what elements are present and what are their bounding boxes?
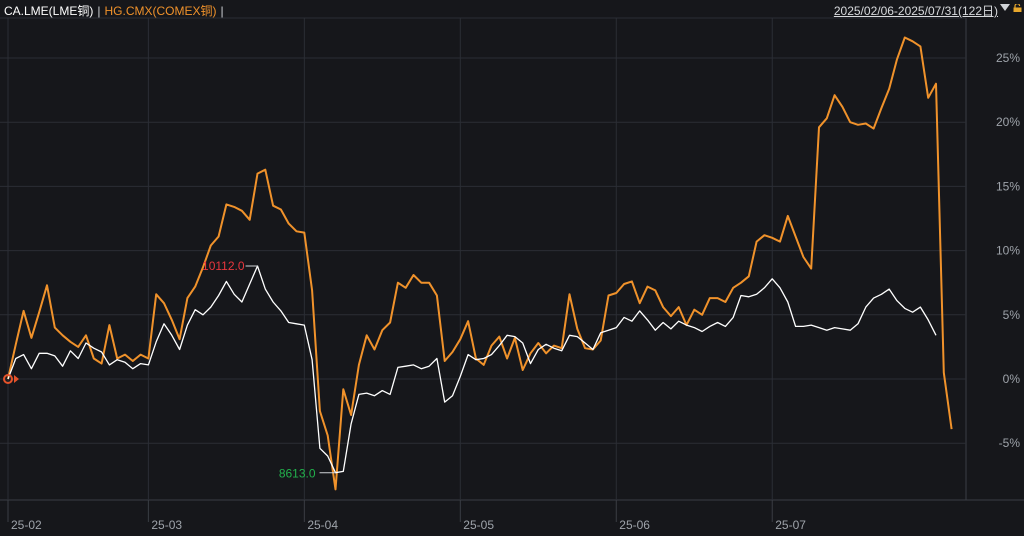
legend-separator: | xyxy=(97,4,101,18)
y-tick-label: 5% xyxy=(1003,308,1021,322)
chart-header: CA.LME(LME铜) | HG.CMX(COMEX铜) | 2025/02/06-… xyxy=(0,0,1024,18)
x-tick-label: 25-04 xyxy=(307,518,338,532)
legend-separator-end: | xyxy=(220,4,224,18)
start-arrow-icon xyxy=(14,375,19,383)
date-range-selector[interactable]: 2025/02/06-2025/07/31(122日) xyxy=(833,4,998,18)
y-tick-label: 0% xyxy=(1003,372,1021,386)
high-value-label: 10112.0 xyxy=(202,259,245,273)
y-tick-label: 15% xyxy=(996,179,1020,193)
start-marker-icon xyxy=(3,374,13,384)
x-tick-label: 25-02 xyxy=(11,518,42,532)
lock-icon[interactable] xyxy=(1013,4,1022,12)
x-tick-label: 25-05 xyxy=(463,518,494,532)
low-value-label: 8613.0 xyxy=(279,467,316,481)
series-cmx-line[interactable] xyxy=(7,36,953,491)
x-tick-label: 25-06 xyxy=(619,518,650,532)
series-legend: CA.LME(LME铜) | HG.CMX(COMEX铜) | xyxy=(4,2,228,19)
chevron-down-icon[interactable] xyxy=(1000,4,1010,11)
y-tick-label: 10% xyxy=(996,244,1020,258)
y-tick-label: 25% xyxy=(996,51,1020,65)
y-tick-label: 20% xyxy=(996,115,1020,129)
series-lme-label[interactable]: CA.LME(LME铜) xyxy=(4,4,94,18)
x-tick-label: 25-07 xyxy=(775,518,806,532)
y-tick-label: -5% xyxy=(999,436,1021,450)
x-tick-label: 25-03 xyxy=(151,518,182,532)
series-cmx-label[interactable]: HG.CMX(COMEX铜) xyxy=(104,4,217,18)
series-lme-line[interactable] xyxy=(7,265,937,474)
